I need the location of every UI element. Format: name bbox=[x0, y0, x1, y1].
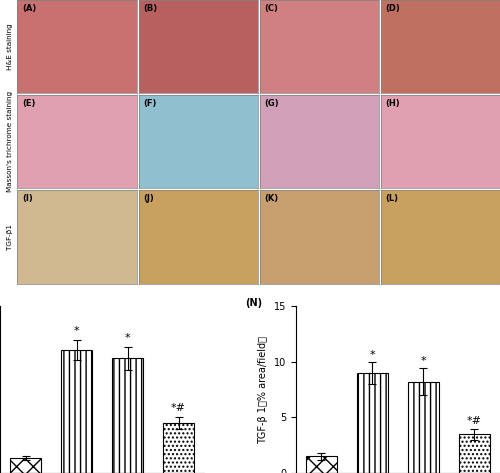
Text: (A): (A) bbox=[22, 4, 36, 13]
Text: (L): (L) bbox=[386, 194, 398, 203]
Bar bbox=[306, 456, 336, 473]
Text: (B): (B) bbox=[144, 4, 158, 13]
Text: (J): (J) bbox=[144, 194, 154, 203]
Text: *: * bbox=[124, 333, 130, 343]
Bar bbox=[10, 458, 41, 473]
Bar bbox=[357, 373, 388, 473]
Text: (F): (F) bbox=[144, 99, 156, 108]
Bar bbox=[164, 423, 194, 473]
Text: *: * bbox=[370, 350, 376, 359]
Text: Masson's trichrome staining: Masson's trichrome staining bbox=[7, 91, 13, 193]
Text: (C): (C) bbox=[264, 4, 278, 13]
Text: (D): (D) bbox=[386, 4, 400, 13]
Text: H&E staining: H&E staining bbox=[7, 23, 13, 70]
Text: (N): (N) bbox=[245, 298, 262, 308]
Bar bbox=[112, 358, 143, 473]
Text: *: * bbox=[420, 356, 426, 366]
Bar bbox=[459, 434, 490, 473]
Y-axis label: TGF-β 1（% area/field）: TGF-β 1（% area/field） bbox=[258, 335, 268, 444]
Bar bbox=[61, 350, 92, 473]
Bar bbox=[408, 382, 439, 473]
Text: *: * bbox=[74, 326, 80, 336]
Text: (E): (E) bbox=[22, 99, 36, 108]
Text: *#: *# bbox=[171, 403, 186, 413]
Text: (I): (I) bbox=[22, 194, 33, 203]
Text: TGF-β1: TGF-β1 bbox=[7, 224, 13, 250]
Text: (H): (H) bbox=[386, 99, 400, 108]
Text: (G): (G) bbox=[264, 99, 279, 108]
Text: (K): (K) bbox=[264, 194, 278, 203]
Text: *#: *# bbox=[467, 416, 482, 426]
